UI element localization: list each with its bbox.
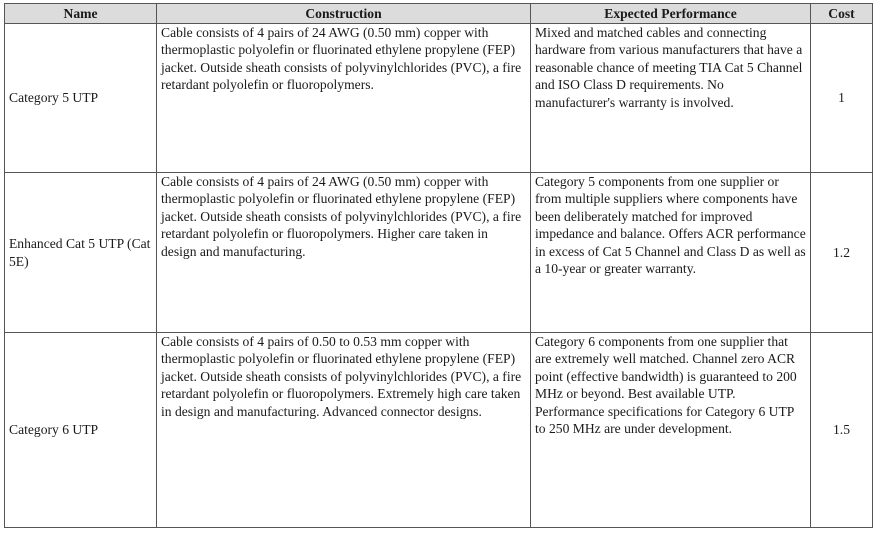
construction-cell: Cable consists of 4 pairs of 24 AWG (0.5… [156,172,531,333]
header-row: Name Construction Expected Performance Cost [4,3,873,24]
performance-cell: Mixed and matched cables and connecting … [530,23,811,173]
name-cell: Enhanced Cat 5 UTP (Cat 5E) [4,172,157,333]
table-row: Enhanced Cat 5 UTP (Cat 5E) Cable consist… [4,172,873,333]
cost-cell: 1 [810,23,873,173]
name-cell: Category 5 UTP [4,23,157,173]
name-cell: Category 6 UTP [4,332,157,528]
cable-table: Name Construction Expected Performance Cost… [4,3,873,528]
header-cell: Cost [810,3,873,24]
header-cell: Name [4,3,157,24]
table-body: Category 5 UTP Cable consists of 4 pairs … [4,23,873,528]
header-cell: Expected Performance [530,3,811,24]
header-cell: Construction [156,3,531,24]
table-row: Category 5 UTP Cable consists of 4 pairs … [4,23,873,173]
cost-cell: 1.5 [810,332,873,528]
construction-cell: Cable consists of 4 pairs of 24 AWG (0.5… [156,23,531,173]
performance-cell: Category 5 components from one supplier … [530,172,811,333]
performance-cell: Category 6 components from one supplier … [530,332,811,528]
table-row: Category 6 UTP Cable consists of 4 pairs … [4,332,873,528]
construction-cell: Cable consists of 4 pairs of 0.50 to 0.5… [156,332,531,528]
cost-cell: 1.2 [810,172,873,333]
